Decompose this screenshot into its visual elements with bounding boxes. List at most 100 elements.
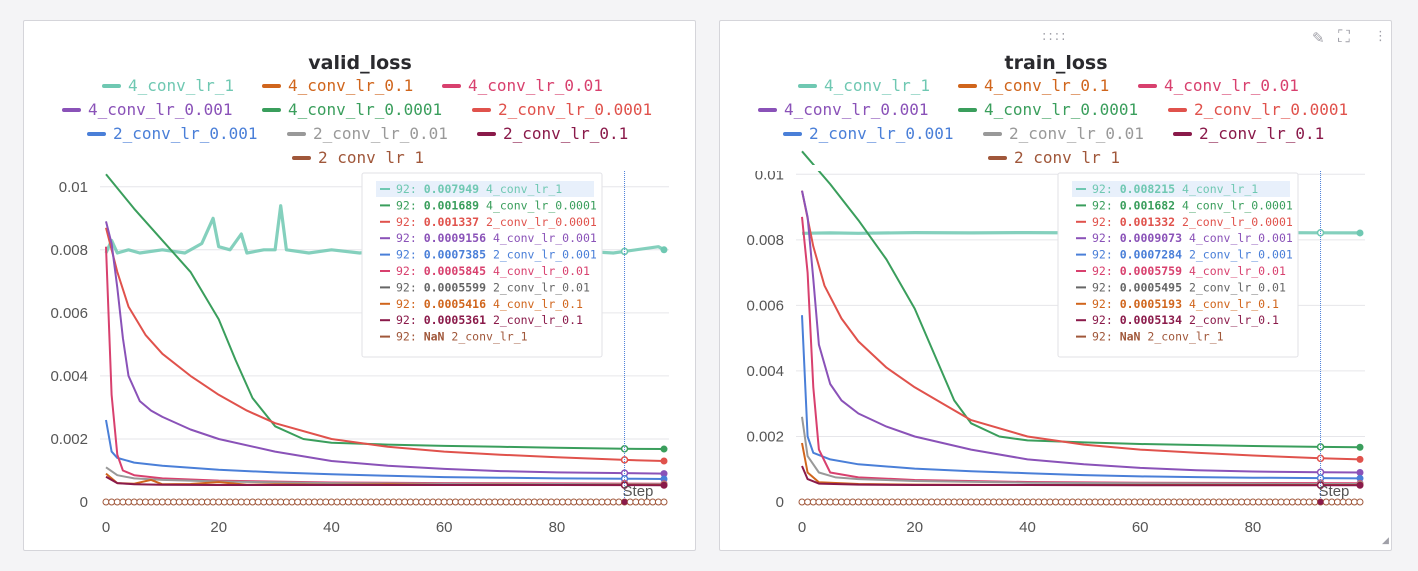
nan-marker-2-conv-lr-1 [1260, 498, 1268, 506]
drag-handle-icon[interactable]: :::: [1042, 29, 1068, 44]
legend-item-2-conv-lr-0-01[interactable]: 2_conv_lr_0.01 [983, 124, 1144, 143]
nan-marker-2-conv-lr-1 [232, 498, 240, 506]
series-line-2-conv-lr-0-0001[interactable] [801, 190, 1361, 461]
legend-item-4-conv-lr-0-0001[interactable]: 4_conv_lr_0.0001 [262, 100, 442, 119]
nan-marker-2-conv-lr-1 [843, 498, 851, 506]
tooltip-box [361, 172, 603, 358]
legend-item-4-conv-lr-0-1[interactable]: 4_conv_lr_0.1 [262, 76, 413, 95]
nan-marker-2-conv-lr-1 [1164, 498, 1172, 506]
nan-marker-2-conv-lr-1 [598, 498, 606, 506]
series-line-4-conv-lr-0-0001[interactable] [105, 173, 665, 450]
nan-marker-2-conv-lr-1 [1294, 498, 1302, 506]
series-line-4-conv-lr-0-0001[interactable] [801, 150, 1361, 449]
tooltip-text: 92: NaN 2_conv_lr_1 [396, 330, 528, 344]
series-end-point-2-conv-lr-0-1 [1356, 481, 1364, 489]
nan-marker-2-conv-lr-1 [102, 498, 110, 506]
legend-item-4-conv-lr-0-01[interactable]: 4_conv_lr_0.01 [442, 76, 603, 95]
tooltip-series-name: 2_conv_lr_0.0001 [479, 215, 597, 229]
series-line-2-conv-lr-0-001[interactable] [801, 315, 1361, 480]
legend-item-4-conv-lr-1[interactable]: 4_conv_lr_1 [798, 76, 930, 95]
legend-label: 4_conv_lr_0.0001 [288, 100, 442, 119]
legend-item-2-conv-lr-1[interactable]: 2_conv_lr_1 [292, 148, 424, 167]
x-tick-label: 0 [798, 519, 806, 536]
nan-marker-2-conv-lr-1 [181, 498, 189, 506]
series-line-2-conv-lr-0-001[interactable] [105, 419, 665, 480]
tooltip-row-2-conv-lr-1: 92: NaN 2_conv_lr_1 [1076, 330, 1224, 344]
nan-marker-2-conv-lr-1 [322, 498, 330, 506]
tooltip-value: 0.001337 [424, 215, 479, 229]
nan-marker-2-conv-lr-1 [525, 498, 533, 506]
pencil-icon[interactable]: ✎ [1312, 29, 1325, 47]
resize-handle-icon[interactable]: ◢ [1382, 536, 1389, 546]
legend-label: 2_conv_lr_0.001 [809, 124, 954, 143]
nan-marker-2-conv-lr-1 [1074, 498, 1082, 506]
nan-marker-2-conv-lr-1 [1001, 498, 1009, 506]
nan-marker-2-conv-lr-1 [1018, 498, 1026, 506]
tooltip-step: 92: [396, 231, 424, 245]
tooltip-row-4-conv-lr-0-1: 92: 0.0005193 4_conv_lr_0.1 [1076, 297, 1279, 311]
nan-marker-2-conv-lr-1 [384, 498, 392, 506]
tooltip-series-name: 2_conv_lr_1 [444, 330, 527, 344]
kebab-menu-icon[interactable]: ⋮ [1374, 29, 1387, 44]
nan-marker-2-conv-lr-1 [922, 498, 930, 506]
nan-marker-2-conv-lr-1 [826, 498, 834, 506]
nan-marker-2-conv-lr-1 [821, 498, 829, 506]
series-end-point-2-conv-lr-0-0001 [1356, 455, 1364, 463]
nan-marker-2-conv-lr-1 [164, 498, 172, 506]
nan-marker-2-conv-lr-1 [1102, 498, 1110, 506]
tooltip-step: 92: [396, 248, 424, 262]
nan-marker-2-conv-lr-1 [1029, 498, 1037, 506]
legend-item-4-conv-lr-0-0001[interactable]: 4_conv_lr_0.0001 [958, 100, 1138, 119]
tooltip-step: 92: [1092, 198, 1120, 212]
hover-point-4-conv-lr-0-0001 [1316, 443, 1325, 451]
x-tick-label: 60 [436, 519, 453, 536]
legend-item-2-conv-lr-0-0001[interactable]: 2_conv_lr_0.0001 [1168, 100, 1348, 119]
nan-marker-2-conv-lr-1 [175, 498, 183, 506]
nan-marker-2-conv-lr-1 [311, 498, 319, 506]
nan-marker-2-conv-lr-1 [136, 498, 144, 506]
series-line-2-conv-lr-0-1[interactable] [801, 465, 1361, 487]
nan-marker-2-conv-lr-1 [480, 498, 488, 506]
series-end-point-2-conv-lr-0-001 [1356, 474, 1364, 482]
nan-marker-2-conv-lr-1 [378, 498, 386, 506]
nan-marker-2-conv-lr-1 [1249, 498, 1257, 506]
legend-item-4-conv-lr-0-001[interactable]: 4_conv_lr_0.001 [758, 100, 929, 119]
legend-item-4-conv-lr-0-1[interactable]: 4_conv_lr_0.1 [958, 76, 1109, 95]
tooltip-value: 0.001332 [1120, 215, 1175, 229]
nan-marker-2-conv-lr-1 [1198, 498, 1206, 506]
nan-marker-2-conv-lr-1 [809, 498, 817, 506]
nan-marker-2-conv-lr-1 [389, 498, 397, 506]
legend-item-4-conv-lr-0-001[interactable]: 4_conv_lr_0.001 [62, 100, 233, 119]
fullscreen-icon[interactable]: ⛶ [1338, 27, 1350, 47]
legend-item-2-conv-lr-0-001[interactable]: 2_conv_lr_0.001 [87, 124, 258, 143]
nan-marker-2-conv-lr-1 [615, 498, 623, 506]
nan-marker-2-conv-lr-1 [894, 498, 902, 506]
legend-item-4-conv-lr-0-01[interactable]: 4_conv_lr_0.01 [1138, 76, 1299, 95]
nan-marker-2-conv-lr-1 [474, 498, 482, 506]
legend-item-2-conv-lr-0-1[interactable]: 2_conv_lr_0.1 [477, 124, 628, 143]
series-line-2-conv-lr-0-0001[interactable] [105, 227, 665, 462]
nan-marker-2-conv-lr-1 [899, 498, 907, 506]
series-line-4-conv-lr-0-001[interactable] [105, 221, 665, 475]
nan-marker-2-conv-lr-1 [361, 498, 369, 506]
series-line-4-conv-lr-0-001[interactable] [801, 190, 1361, 474]
series-line-2-conv-lr-0-1[interactable] [105, 475, 665, 487]
legend-item-2-conv-lr-0-001[interactable]: 2_conv_lr_0.001 [783, 124, 954, 143]
legend-item-2-conv-lr-0-01[interactable]: 2_conv_lr_0.01 [287, 124, 448, 143]
tooltip-row-2-conv-lr-1: 92: NaN 2_conv_lr_1 [380, 330, 528, 344]
nan-marker-2-conv-lr-1 [1350, 498, 1358, 506]
tooltip-value: 0.0005599 [424, 280, 486, 294]
legend-item-2-conv-lr-0-0001[interactable]: 2_conv_lr_0.0001 [472, 100, 652, 119]
legend-item-4-conv-lr-1[interactable]: 4_conv_lr_1 [102, 76, 234, 95]
tooltip-value: 0.0005845 [424, 264, 486, 278]
nan-marker-2-conv-lr-1 [125, 498, 133, 506]
legend-label: 4_conv_lr_0.1 [984, 76, 1109, 95]
series-line-2-conv-lr-0-01[interactable] [801, 416, 1360, 485]
nan-marker-2-conv-lr-1 [1085, 498, 1093, 506]
legend-item-2-conv-lr-0-1[interactable]: 2_conv_lr_0.1 [1173, 124, 1324, 143]
legend-item-2-conv-lr-1[interactable]: 2_conv_lr_1 [988, 148, 1120, 167]
valid-loss-chart[interactable]: valid_loss 0 0.002 0.004 0.006 0.008 0.01 0 20 40… [24, 21, 697, 552]
tooltip-row-4-conv-lr-0-001: 92: 0.0009073 4_conv_lr_0.001 [1076, 231, 1293, 245]
tooltip-row-2-conv-lr-0-1: 92: 0.0005134 2_conv_lr_0.1 [1076, 313, 1279, 327]
